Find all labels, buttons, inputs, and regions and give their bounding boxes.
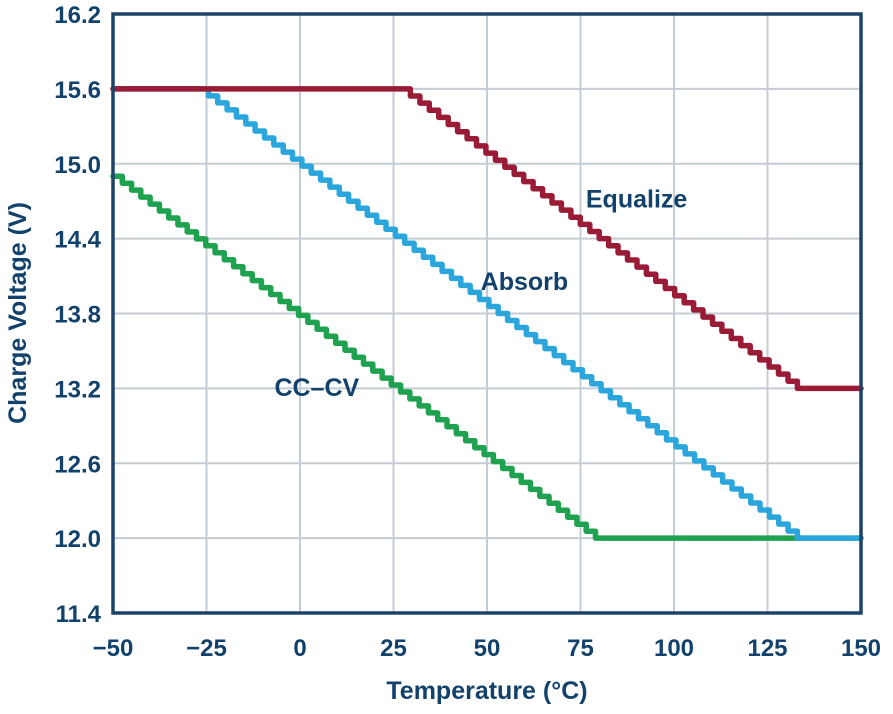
x-tick-label: 50	[474, 635, 501, 662]
y-tick-label: 13.8	[54, 302, 101, 329]
x-tick-label: 100	[654, 635, 694, 662]
y-tick-label: 14.4	[54, 227, 101, 254]
x-tick-label: −25	[186, 635, 227, 662]
x-tick-label: 25	[380, 635, 407, 662]
series-label-cc-cv: CC–CV	[274, 374, 359, 402]
series-labels: CC–CV Absorb Equalize	[274, 186, 687, 402]
y-tick-label: 13.2	[54, 376, 101, 403]
grid-layer	[113, 14, 861, 613]
series-label-absorb: Absorb	[481, 268, 569, 296]
tick-labels: 11.4 12.0 12.6 13.2 13.8 14.4 15.0 15.6 16.2 −50 −…	[54, 2, 881, 662]
series-line-equalize	[110, 86, 864, 392]
series-layer	[110, 86, 864, 541]
y-tick-label: 15.0	[54, 152, 101, 179]
series-line-absorb	[110, 86, 864, 541]
x-tick-label: 75	[567, 635, 594, 662]
y-tick-label: 16.2	[54, 2, 101, 29]
x-tick-label: −50	[93, 635, 134, 662]
plot-frame	[111, 12, 863, 615]
x-tick-label: 125	[747, 635, 787, 662]
series-label-equalize: Equalize	[586, 186, 688, 214]
x-tick-label: 150	[841, 635, 881, 662]
y-tick-label: 15.6	[54, 77, 101, 104]
y-tick-label: 12.0	[54, 526, 101, 553]
y-tick-label: 11.4	[56, 601, 102, 628]
x-axis-title: Temperature (°C)	[386, 677, 587, 705]
y-axis-title: Charge Voltage (V)	[4, 202, 32, 424]
series-line-cc-cv	[110, 173, 864, 541]
x-tick-label: 0	[293, 635, 306, 662]
y-tick-label: 12.6	[54, 451, 101, 478]
